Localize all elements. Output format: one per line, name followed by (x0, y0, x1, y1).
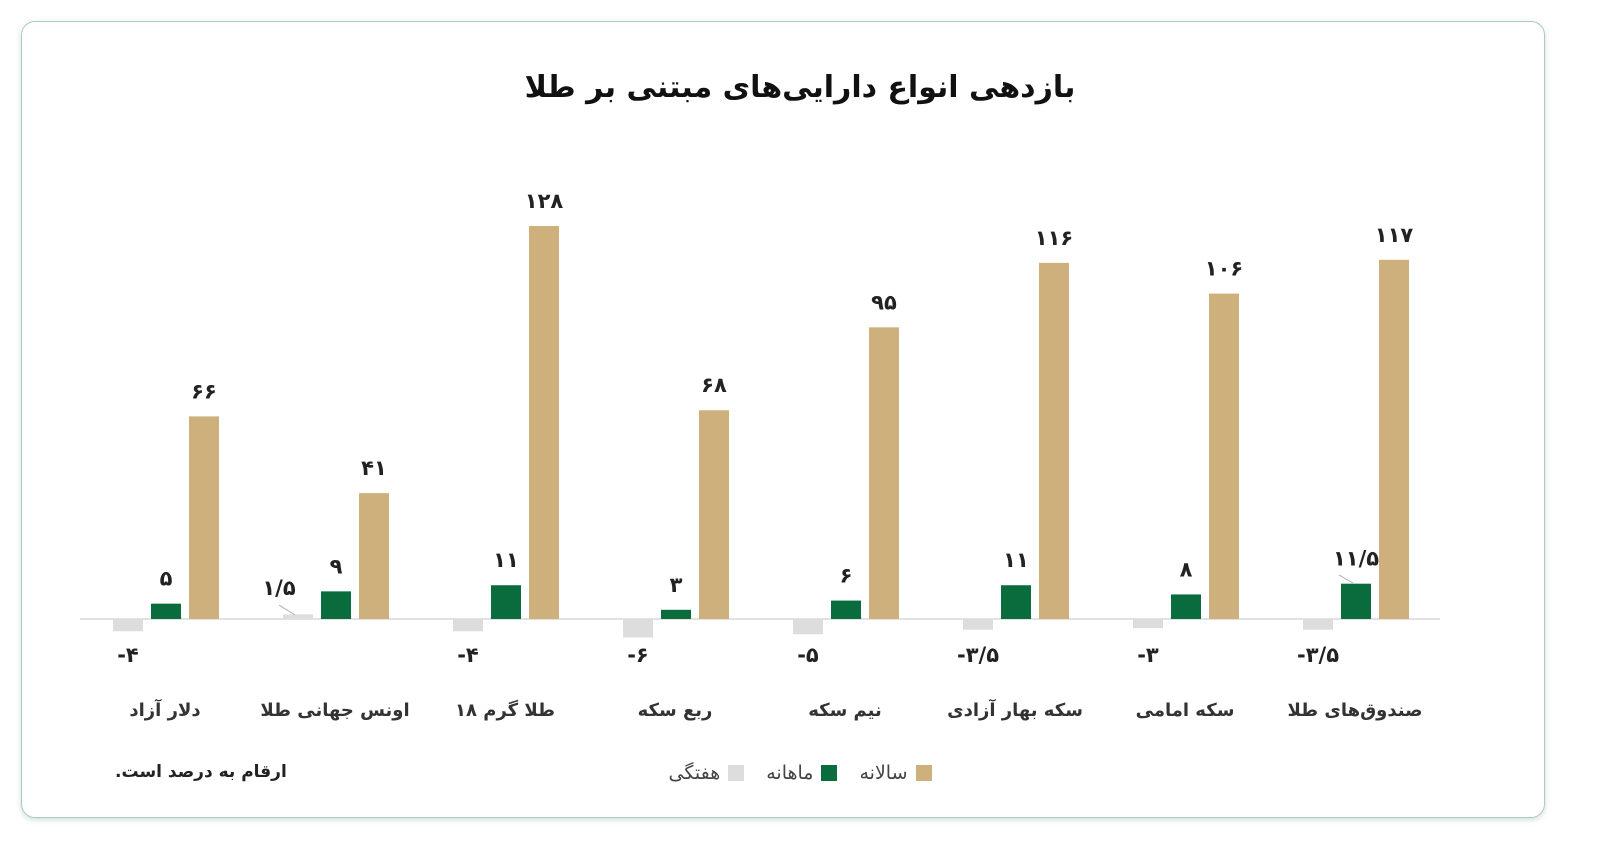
bar-annual-2 (529, 226, 559, 620)
data-label-weekly-6: -۳ (1137, 643, 1159, 667)
legend-swatch-annual (915, 765, 932, 781)
bar-weekly-4 (793, 619, 823, 635)
bar-weekly-7 (1303, 619, 1333, 630)
category-label-7: صندوق‌های طلا (1287, 700, 1422, 721)
data-label-annual-6: ۱۰۶ (1205, 257, 1243, 281)
bar-annual-3 (699, 410, 729, 619)
data-label-monthly-7: ۱۱/۵ (1333, 547, 1379, 571)
data-label-monthly-4: ۶ (840, 564, 853, 588)
category-label-5: سکه بهار آزادی (947, 698, 1083, 721)
data-label-annual-2: ۱۲۸ (525, 189, 564, 213)
category-label-2: طلا گرم ۱۸ (455, 699, 555, 721)
bar-annual-1 (359, 493, 389, 619)
data-label-monthly-3: ۳ (670, 573, 683, 597)
legend-swatch-monthly (821, 765, 838, 781)
legend-item-weekly: هفتگی (669, 762, 745, 784)
data-label-weekly-2: -۴ (457, 643, 479, 667)
chart-title: بازدهی انواع دارایی‌های مبتنی بر طلا (524, 70, 1076, 105)
data-label-annual-3: ۶۸ (701, 373, 727, 397)
chart-legend: سالانه ماهانه هفتگی (0, 762, 1600, 784)
bar-annual-0 (189, 416, 219, 619)
bar-monthly-2 (491, 585, 521, 619)
data-label-annual-5: ۱۱۶ (1035, 226, 1073, 250)
legend-swatch-weekly (728, 765, 745, 781)
legend-label-monthly: ماهانه (766, 762, 814, 784)
data-label-monthly-5: ۱۱ (1003, 548, 1029, 572)
data-label-weekly-0: -۴ (117, 643, 139, 667)
data-label-weekly-3: -۶ (627, 643, 649, 667)
bar-annual-5 (1039, 262, 1069, 619)
category-label-0: دلار آزاد (129, 698, 200, 721)
data-label-annual-7: ۱۱۷ (1375, 223, 1414, 247)
data-label-annual-0: ۶۶ (191, 379, 217, 403)
bar-weekly-0 (113, 619, 143, 632)
category-label-4: نیم سکه (808, 700, 882, 721)
data-label-annual-4: ۹۵ (871, 290, 897, 314)
leader-line-monthly-7 (1338, 574, 1354, 584)
category-label-6: سکه امامی (1136, 700, 1235, 721)
bar-monthly-4 (831, 600, 861, 619)
bar-monthly-7 (1341, 583, 1371, 619)
bar-weekly-3 (623, 619, 653, 638)
legend-item-annual: سالانه (859, 762, 932, 784)
chart-card (21, 21, 1545, 818)
data-label-weekly-5: -۳/۵ (957, 643, 999, 667)
data-label-monthly-0: ۵ (160, 567, 173, 591)
data-label-monthly-6: ۸ (1180, 557, 1193, 581)
data-label-monthly-2: ۱۱ (493, 548, 519, 572)
data-label-weekly-4: -۵ (797, 643, 819, 667)
bar-weekly-1 (283, 614, 313, 619)
bar-annual-4 (869, 327, 899, 619)
bar-weekly-6 (1133, 619, 1163, 629)
bar-annual-6 (1209, 293, 1239, 619)
bar-annual-7 (1379, 259, 1409, 619)
category-label-3: ربع سکه (638, 700, 713, 721)
data-label-monthly-1: ۹ (330, 554, 343, 578)
leader-line-weekly-1 (278, 604, 296, 616)
category-label-1: اونس جهانی طلا (260, 700, 409, 721)
chart-note: ارقام به درصد است. (115, 762, 287, 782)
bar-weekly-5 (963, 619, 993, 630)
data-label-annual-1: ۴۱ (361, 456, 387, 480)
legend-label-annual: سالانه (859, 762, 908, 784)
bar-weekly-2 (453, 619, 483, 632)
data-label-weekly-1: ۱/۵ (262, 576, 295, 600)
bar-monthly-5 (1001, 585, 1031, 619)
bar-monthly-6 (1171, 594, 1201, 619)
bar-monthly-3 (661, 609, 691, 619)
legend-item-monthly: ماهانه (766, 762, 838, 784)
bar-monthly-1 (321, 591, 351, 619)
legend-label-weekly: هفتگی (668, 762, 721, 784)
data-label-weekly-7: -۳/۵ (1297, 643, 1339, 667)
bar-monthly-0 (151, 603, 181, 619)
